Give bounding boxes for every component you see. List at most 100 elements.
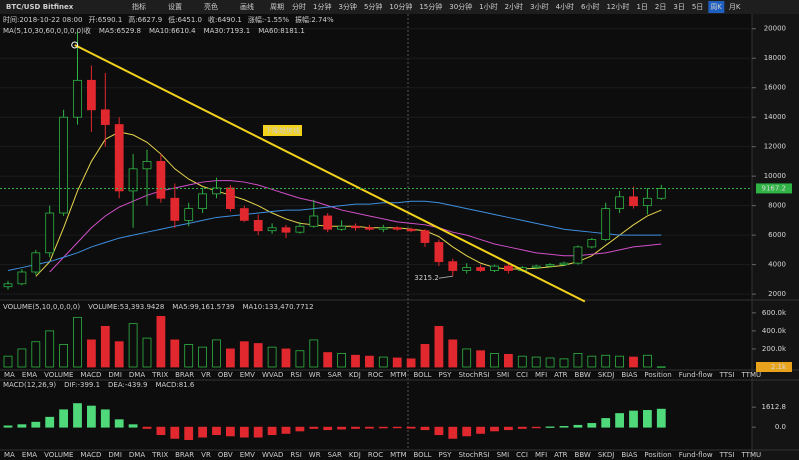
period-button[interactable]: 30分钟 — [449, 2, 472, 11]
y-tick-label: 1612.8 — [762, 403, 787, 411]
toolbar-button[interactable]: 亮色 — [204, 2, 218, 11]
indicator-tab[interactable]: BBW — [575, 371, 591, 379]
indicator-tab[interactable]: MFI — [535, 451, 547, 459]
indicator-tab[interactable]: BOLL — [414, 451, 432, 459]
period-button[interactable]: 12小时 — [607, 2, 630, 11]
indicator-tab[interactable]: PSY — [439, 371, 453, 379]
indicator-tab[interactable]: Position — [644, 451, 671, 459]
indicator-tab[interactable]: OBV — [218, 371, 233, 379]
trendline-label: 下降趋势线 — [265, 126, 300, 135]
indicator-tab[interactable]: DMI — [108, 451, 122, 459]
indicator-tab[interactable]: BRAR — [175, 371, 194, 379]
period-button[interactable]: 1日 — [636, 3, 647, 11]
period-button[interactable]: 5日 — [692, 3, 703, 11]
indicator-tab[interactable]: Fund-flow — [679, 371, 713, 379]
period-button[interactable]: 3小时 — [530, 2, 548, 11]
toolbar-button[interactable]: 画线 — [240, 2, 254, 11]
toolbar-button[interactable]: 设置 — [168, 2, 182, 11]
indicator-tab[interactable]: TRIX — [151, 451, 168, 459]
indicator-tab[interactable]: RSI — [290, 451, 301, 459]
indicator-tab[interactable]: MACD — [80, 451, 101, 459]
indicator-tab[interactable]: MA — [4, 451, 15, 459]
indicator-tab[interactable]: EMV — [240, 451, 255, 459]
toolbar-button[interactable]: 指标 — [132, 2, 146, 11]
top-toolbar — [0, 0, 799, 14]
indicator-tab[interactable]: StochRSI — [458, 371, 489, 379]
ohlc-info: 收:6490.1 — [208, 15, 242, 24]
indicator-tab[interactable]: EMA — [22, 451, 37, 459]
indicator-tab[interactable]: RSI — [290, 371, 301, 379]
indicator-tab[interactable]: ROC — [368, 451, 383, 459]
indicator-tab[interactable]: SAR — [328, 371, 342, 379]
indicator-tab[interactable]: DMI — [108, 371, 122, 379]
indicator-tab[interactable]: DMA — [129, 371, 145, 379]
indicator-tab[interactable]: ATR — [554, 371, 568, 379]
indicator-tab[interactable]: TTMU — [741, 371, 762, 379]
macd-bar — [3, 425, 13, 428]
indicator-tab[interactable]: VOLUME — [44, 371, 73, 379]
indicator-tab[interactable]: Position — [644, 371, 671, 379]
indicator-tab[interactable]: ATR — [554, 451, 568, 459]
indicator-tab[interactable]: SAR — [328, 451, 342, 459]
indicator-tab[interactable]: WVAD — [262, 371, 283, 379]
indicator-tab[interactable]: MTM — [390, 451, 406, 459]
period-button[interactable]: 月K — [729, 3, 741, 11]
indicator-tab[interactable]: KDJ — [349, 451, 361, 459]
indicator-tab[interactable]: WR — [309, 371, 321, 379]
indicator-tab[interactable]: WVAD — [262, 451, 283, 459]
indicator-tab[interactable]: CCI — [516, 451, 528, 459]
indicator-tab[interactable]: SMI — [497, 371, 510, 379]
period-button[interactable]: 周K — [710, 3, 722, 11]
period-button[interactable]: 2小时 — [505, 2, 523, 11]
indicator-tab[interactable]: CCI — [516, 371, 528, 379]
period-button[interactable]: 1小时 — [479, 2, 497, 11]
indicator-tab[interactable]: MFI — [535, 371, 547, 379]
indicator-tab[interactable]: BOLL — [414, 371, 432, 379]
indicator-tab[interactable]: VR — [201, 371, 211, 379]
macd-bar — [392, 426, 402, 429]
period-button[interactable]: 3日 — [673, 3, 684, 11]
indicator-tab[interactable]: BRAR — [175, 451, 194, 459]
candle-body — [87, 79, 96, 111]
indicator-tab[interactable]: Fund-flow — [679, 451, 713, 459]
indicator-tab[interactable]: SKDJ — [598, 371, 615, 379]
indicator-tab[interactable]: BBW — [575, 451, 591, 459]
indicator-tab[interactable]: ROC — [368, 371, 383, 379]
period-button[interactable]: 1分钟 — [313, 2, 331, 11]
indicator-tab[interactable]: EMV — [240, 371, 255, 379]
period-button[interactable]: 2日 — [655, 3, 666, 11]
indicator-tab[interactable]: StochRSI — [458, 451, 489, 459]
indicator-tab[interactable]: BIAS — [621, 371, 638, 379]
indicator-tab[interactable]: EMA — [22, 371, 37, 379]
volume-legend: VOLUME:53,393.9428 — [88, 303, 164, 311]
indicator-tab[interactable]: TTMU — [741, 451, 762, 459]
indicator-tab[interactable]: VR — [201, 451, 211, 459]
period-button[interactable]: 6小时 — [581, 2, 599, 11]
macd-bar — [378, 426, 388, 429]
indicator-tab[interactable]: MA — [4, 371, 15, 379]
period-button[interactable]: 3分钟 — [338, 2, 356, 11]
period-button[interactable]: 5分钟 — [364, 2, 382, 11]
indicator-tab[interactable]: PSY — [439, 451, 453, 459]
indicator-tab[interactable]: SKDJ — [598, 451, 615, 459]
candle-body — [601, 208, 611, 240]
indicator-tab[interactable]: OBV — [218, 451, 233, 459]
indicator-tab[interactable]: DMA — [129, 451, 145, 459]
period-button[interactable]: 分时 — [292, 2, 306, 11]
indicator-tab[interactable]: VOLUME — [44, 451, 73, 459]
macd-bar — [656, 408, 666, 428]
indicator-tab[interactable]: BIAS — [621, 451, 638, 459]
indicator-tab[interactable]: WR — [309, 451, 321, 459]
symbol[interactable]: BTC/USD Bitfinex — [6, 3, 74, 11]
indicator-tab[interactable]: SMI — [497, 451, 510, 459]
indicator-tab[interactable]: KDJ — [349, 371, 361, 379]
indicator-tab[interactable]: MACD — [80, 371, 101, 379]
period-button[interactable]: 4小时 — [556, 2, 574, 11]
period-button[interactable]: 15分钟 — [419, 2, 442, 11]
indicator-tab[interactable]: TRIX — [151, 371, 168, 379]
period-label[interactable]: 周期 — [270, 3, 284, 11]
period-button[interactable]: 10分钟 — [389, 2, 412, 11]
indicator-tab[interactable]: TTSI — [719, 371, 735, 379]
indicator-tab[interactable]: MTM — [390, 371, 406, 379]
indicator-tab[interactable]: TTSI — [719, 451, 735, 459]
